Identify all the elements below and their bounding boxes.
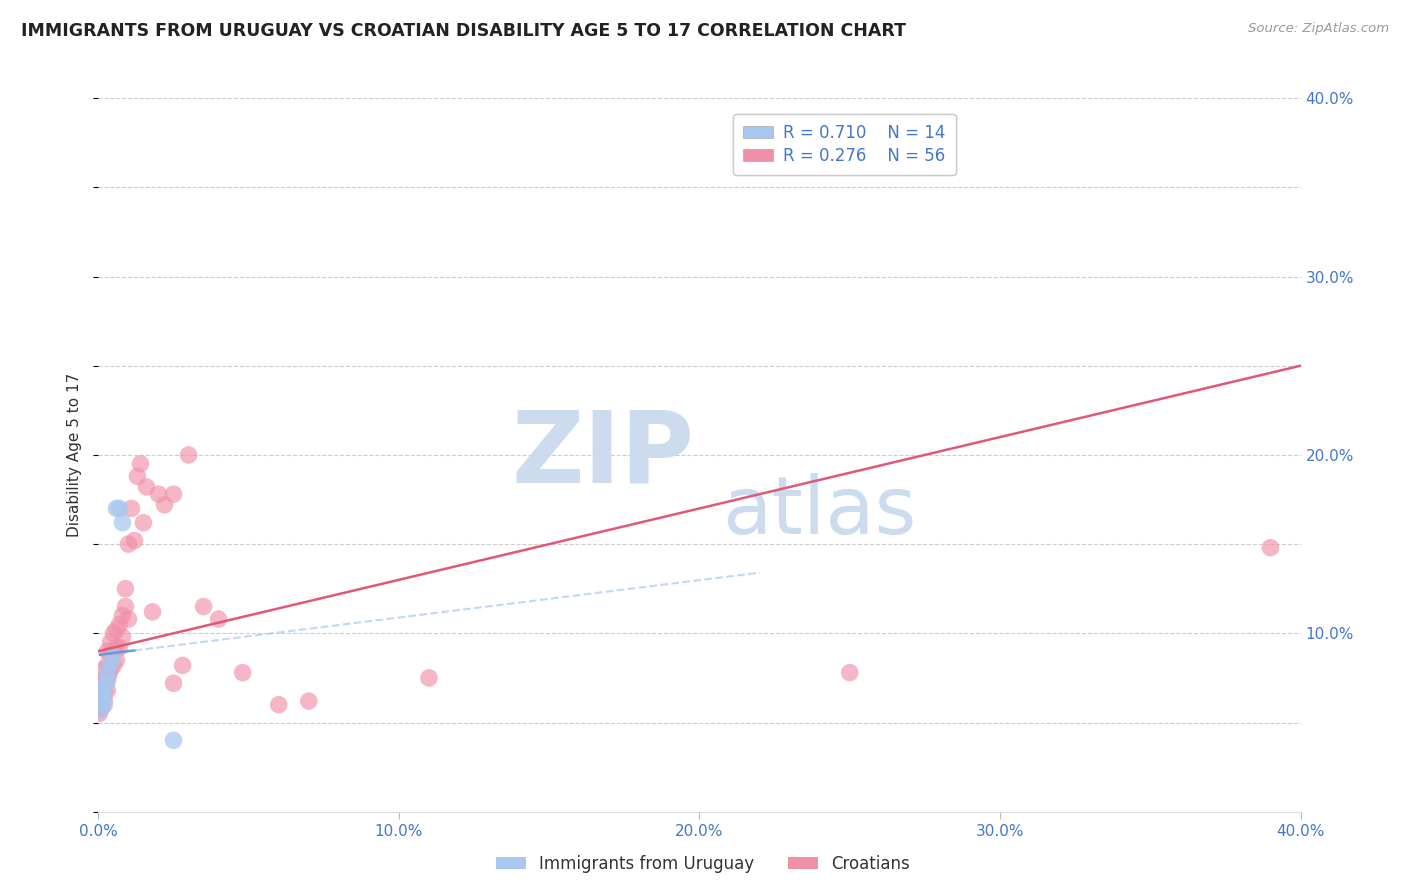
Point bbox=[111, 516, 134, 530]
Point bbox=[105, 640, 128, 655]
Point bbox=[103, 644, 125, 658]
Point bbox=[108, 501, 131, 516]
Point bbox=[91, 689, 114, 703]
Point bbox=[90, 694, 112, 708]
Point bbox=[114, 582, 136, 596]
Legend: Immigrants from Uruguay, Croatians: Immigrants from Uruguay, Croatians bbox=[489, 848, 917, 880]
Point bbox=[90, 692, 112, 706]
Text: ZIP: ZIP bbox=[512, 407, 695, 503]
Point bbox=[114, 599, 136, 614]
Point bbox=[232, 665, 254, 680]
Point bbox=[96, 671, 118, 685]
Point bbox=[177, 448, 200, 462]
Point bbox=[1260, 541, 1282, 555]
Point bbox=[132, 516, 155, 530]
Point bbox=[93, 683, 115, 698]
Point bbox=[124, 533, 146, 548]
Text: IMMIGRANTS FROM URUGUAY VS CROATIAN DISABILITY AGE 5 TO 17 CORRELATION CHART: IMMIGRANTS FROM URUGUAY VS CROATIAN DISA… bbox=[21, 22, 905, 40]
Point bbox=[208, 612, 231, 626]
Point bbox=[111, 630, 134, 644]
Point bbox=[90, 683, 112, 698]
Point bbox=[96, 644, 118, 658]
Point bbox=[193, 599, 215, 614]
Point bbox=[117, 612, 139, 626]
Point bbox=[103, 626, 125, 640]
Point bbox=[90, 683, 112, 698]
Legend: R = 0.710    N = 14, R = 0.276    N = 56: R = 0.710 N = 14, R = 0.276 N = 56 bbox=[734, 113, 956, 175]
Point bbox=[96, 683, 118, 698]
Point bbox=[111, 608, 134, 623]
Point bbox=[93, 698, 115, 712]
Point bbox=[108, 617, 131, 632]
Point bbox=[93, 662, 115, 676]
Point bbox=[117, 537, 139, 551]
Point bbox=[93, 694, 115, 708]
Point bbox=[267, 698, 290, 712]
Point bbox=[838, 665, 860, 680]
Point bbox=[153, 498, 176, 512]
Point bbox=[100, 662, 122, 676]
Point bbox=[127, 469, 149, 483]
Point bbox=[103, 658, 125, 673]
Point bbox=[90, 701, 112, 715]
Point bbox=[91, 680, 114, 694]
Point bbox=[89, 703, 111, 717]
Point bbox=[108, 640, 131, 655]
Point bbox=[162, 676, 184, 690]
Point bbox=[103, 649, 125, 664]
Point bbox=[96, 665, 118, 680]
Point bbox=[105, 623, 128, 637]
Point bbox=[121, 501, 143, 516]
Text: atlas: atlas bbox=[723, 473, 917, 551]
Point bbox=[93, 680, 115, 694]
Point bbox=[100, 648, 122, 662]
Point bbox=[172, 658, 194, 673]
Point bbox=[129, 457, 152, 471]
Point bbox=[141, 605, 163, 619]
Point bbox=[100, 657, 122, 671]
Text: Source: ZipAtlas.com: Source: ZipAtlas.com bbox=[1249, 22, 1389, 36]
Point bbox=[90, 676, 112, 690]
Point bbox=[93, 671, 115, 685]
Point bbox=[89, 701, 111, 715]
Point bbox=[90, 689, 112, 703]
Point bbox=[135, 480, 157, 494]
Point bbox=[100, 635, 122, 649]
Point bbox=[105, 501, 128, 516]
Point bbox=[89, 698, 111, 712]
Point bbox=[148, 487, 170, 501]
Y-axis label: Disability Age 5 to 17: Disability Age 5 to 17 bbox=[67, 373, 83, 537]
Point bbox=[89, 706, 111, 721]
Point bbox=[97, 667, 120, 681]
Point bbox=[162, 733, 184, 747]
Point bbox=[96, 658, 118, 673]
Point bbox=[162, 487, 184, 501]
Point bbox=[96, 674, 118, 689]
Point bbox=[418, 671, 440, 685]
Point bbox=[298, 694, 321, 708]
Point bbox=[105, 653, 128, 667]
